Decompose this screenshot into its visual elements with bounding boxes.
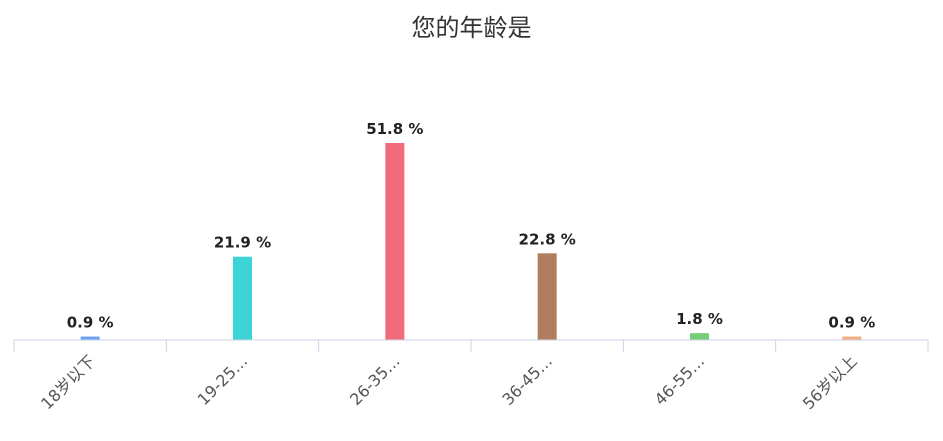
x-axis (13, 339, 929, 352)
bars-group (80, 143, 862, 340)
data-label: 51.8 % (366, 120, 423, 138)
chart-title: 您的年龄是 (411, 14, 532, 42)
x-tick-labels: 18岁以下 19-25… 26-35… 36-45… 46-55… 56岁以上 (37, 351, 860, 413)
bar[interactable] (537, 253, 557, 340)
bar[interactable] (80, 336, 100, 340)
data-label: 0.9 % (67, 314, 114, 332)
value-labels-group: 0.9 % 21.9 % 51.8 % 22.8 % 1.8 % 0.9 % (67, 120, 875, 332)
data-label: 0.9 % (828, 314, 875, 332)
bar[interactable] (690, 333, 709, 340)
data-label: 22.8 % (519, 230, 576, 248)
x-tick-label: 56岁以上 (799, 351, 861, 413)
x-tick-label: 36-45… (498, 351, 556, 409)
data-label: 21.9 % (214, 234, 271, 252)
data-label: 1.8 % (676, 310, 723, 328)
x-tick-label: 26-35… (346, 351, 404, 409)
bar[interactable] (385, 143, 405, 340)
bar[interactable] (233, 256, 252, 340)
x-tick-label: 19-25… (194, 351, 252, 409)
bar[interactable] (842, 336, 862, 340)
x-tick-label: 18岁以下 (37, 351, 99, 413)
x-tick-label: 46-55… (651, 351, 709, 409)
